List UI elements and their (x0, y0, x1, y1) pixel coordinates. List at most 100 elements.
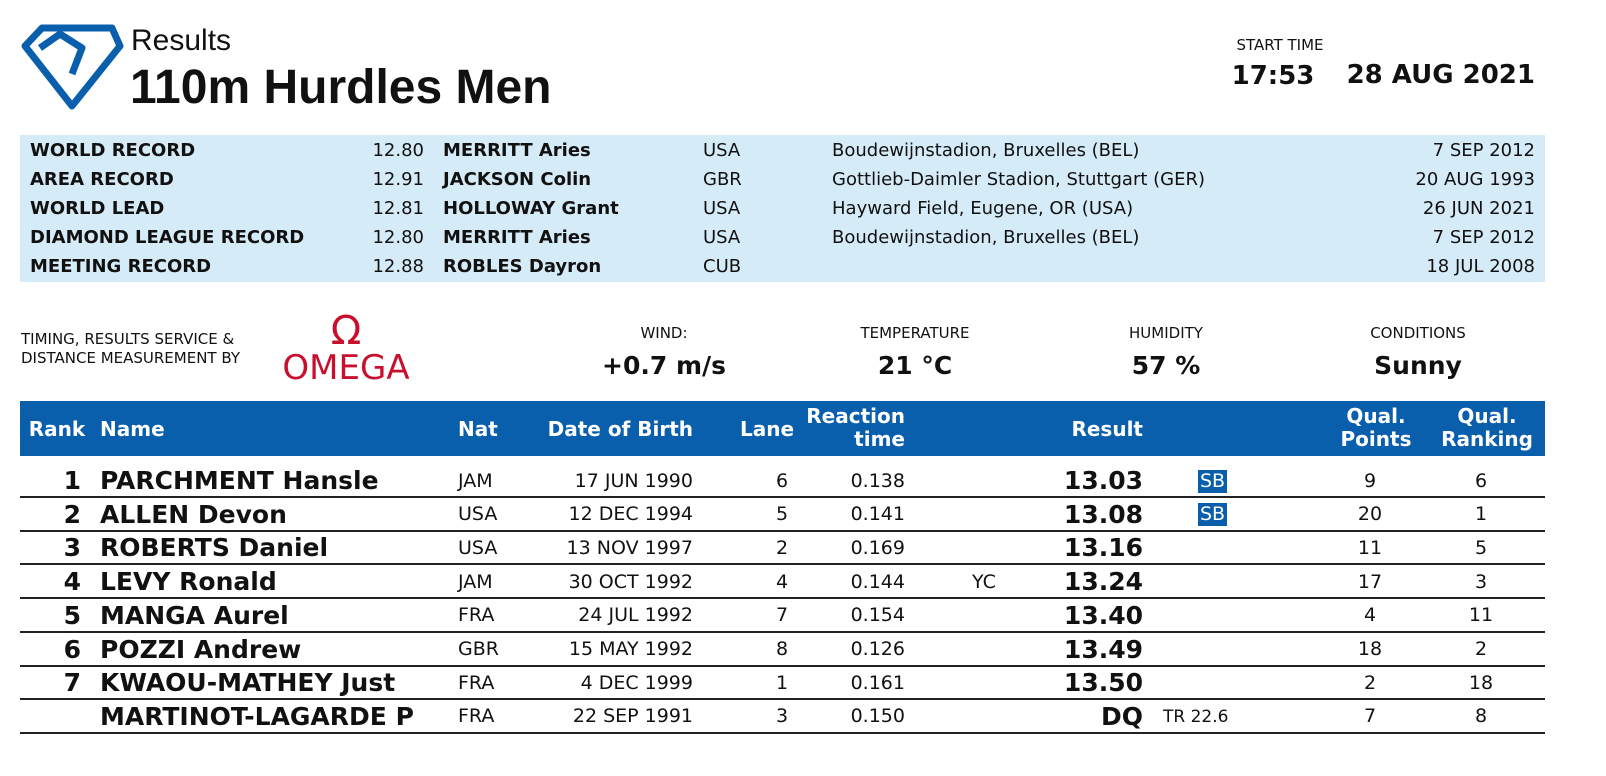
col-rank: Rank (28, 417, 86, 441)
col-nat: Nat (458, 417, 498, 441)
lane: 4 (775, 570, 789, 593)
record-nat: USA (703, 198, 741, 220)
record-date: 18 JUL 2008 (1426, 256, 1535, 278)
result: 13.24 (1063, 567, 1143, 597)
reaction-time: 0.150 (850, 705, 905, 728)
col-reaction: Reaction time (806, 404, 905, 451)
record-venue: Gottlieb-Daimler Stadion, Stuttgart (GER… (832, 169, 1206, 191)
result: 13.50 (1063, 668, 1143, 698)
rank: 5 (63, 600, 81, 630)
reaction-time: 0.169 (850, 536, 905, 559)
condition-value: +0.7 m/s (602, 351, 726, 380)
condition-label: WIND: (640, 324, 688, 342)
athlete-name: POZZI Andrew (100, 634, 302, 664)
qual-ranking: 1 (1474, 503, 1488, 526)
start-time-label: START TIME (1236, 36, 1324, 54)
qual-ranking: 2 (1474, 638, 1488, 660)
athlete-name: MANGA Aurel (100, 600, 289, 630)
qual-ranking: 3 (1474, 570, 1488, 593)
col-ranking: Qual. Ranking (1441, 404, 1533, 451)
lane: 1 (775, 671, 789, 694)
lane: 5 (775, 503, 789, 526)
row-divider (20, 731, 1545, 734)
condition-value: 21 °C (877, 351, 953, 380)
record-nat: GBR (703, 169, 742, 191)
col-dob: Date of Birth (547, 417, 693, 441)
table-header-band (20, 401, 1545, 456)
rank: 3 (63, 533, 81, 563)
dob: 17 JUN 1990 (574, 469, 693, 492)
record-venue: Hayward Field, Eugene, OR (USA) (832, 198, 1134, 220)
col-points: Qual. Points (1340, 404, 1412, 451)
nat: FRA (458, 705, 495, 728)
record-label: MEETING RECORD (30, 256, 212, 278)
reaction-time: 0.126 (850, 638, 905, 660)
condition-label: CONDITIONS (1370, 324, 1466, 342)
dob: 15 MAY 1992 (568, 638, 693, 660)
nat: USA (458, 503, 498, 526)
nat: USA (458, 536, 498, 559)
record-label: AREA RECORD (30, 169, 174, 191)
date: 28 AUG 2021 (1346, 59, 1535, 90)
row-divider (20, 563, 1545, 566)
qual-points: 4 (1363, 604, 1377, 627)
result: 13.03 (1063, 466, 1143, 495)
col-lane: Lane (739, 417, 795, 441)
start-time: 17:53 (1231, 60, 1315, 91)
qual-points: 11 (1357, 536, 1383, 559)
rank: 2 (63, 499, 81, 529)
row-divider (20, 496, 1545, 498)
rank: 6 (63, 634, 81, 664)
nat: JAM (458, 570, 493, 593)
record-value: 12.80 (372, 140, 424, 161)
qual-points: 18 (1357, 638, 1383, 660)
nat: FRA (458, 604, 495, 627)
record-date: 7 SEP 2012 (1432, 140, 1535, 161)
record-value: 12.91 (372, 169, 424, 191)
qual-points: 9 (1363, 469, 1377, 492)
reaction-time: 0.144 (850, 570, 905, 593)
record-venue: Boudewijnstadion, Bruxelles (BEL) (832, 227, 1140, 249)
athlete-name: LEVY Ronald (100, 567, 277, 597)
nat: JAM (458, 469, 493, 492)
reaction-time: 0.154 (850, 604, 905, 627)
qual-ranking: 6 (1474, 469, 1488, 492)
athlete-name: MARTINOT-LAGARDE P (100, 701, 414, 731)
lane: 7 (775, 604, 789, 627)
timing-text: TIMING, RESULTS SERVICE & (21, 330, 235, 348)
col-result: Result (1071, 417, 1143, 441)
col-name: Name (100, 417, 165, 441)
qual-ranking: 11 (1468, 604, 1494, 627)
dob: 30 OCT 1992 (568, 570, 693, 593)
record-holder: JACKSON Colin (443, 169, 592, 191)
lane: 3 (775, 705, 789, 728)
reaction-time: 0.141 (850, 503, 905, 526)
athlete-name: KWAOU-MATHEY Just (100, 668, 396, 698)
record-date: 20 AUG 1993 (1415, 169, 1535, 191)
dob: 22 SEP 1991 (572, 705, 693, 728)
row-divider (20, 529, 1545, 532)
condition-label: TEMPERATURE (860, 324, 970, 342)
result: 13.08 (1063, 499, 1143, 529)
row-divider (20, 597, 1545, 600)
athlete-name: ALLEN Devon (100, 499, 287, 529)
title: 110m Hurdles Men (130, 61, 552, 114)
record-label: WORLD LEAD (30, 198, 165, 220)
record-venue: Boudewijnstadion, Bruxelles (BEL) (832, 140, 1140, 161)
lane: 2 (775, 536, 789, 559)
record-date: 26 JUN 2021 (1422, 198, 1535, 220)
record-nat: USA (703, 140, 741, 161)
record-holder: MERRITT Aries (443, 140, 591, 161)
badge: SB (1198, 503, 1228, 527)
record-holder: MERRITT Aries (443, 227, 591, 249)
condition-label: HUMIDITY (1129, 324, 1203, 342)
nat: GBR (458, 638, 499, 660)
row-divider (20, 698, 1545, 701)
result: 13.49 (1063, 634, 1143, 664)
record-holder: ROBLES Dayron (443, 256, 602, 278)
result: 13.40 (1063, 600, 1143, 630)
dob: 12 DEC 1994 (568, 503, 693, 526)
dob: 13 NOV 1997 (566, 536, 693, 559)
record-label: DIAMOND LEAGUE RECORD (30, 227, 305, 249)
reaction-time: 0.138 (850, 469, 905, 492)
